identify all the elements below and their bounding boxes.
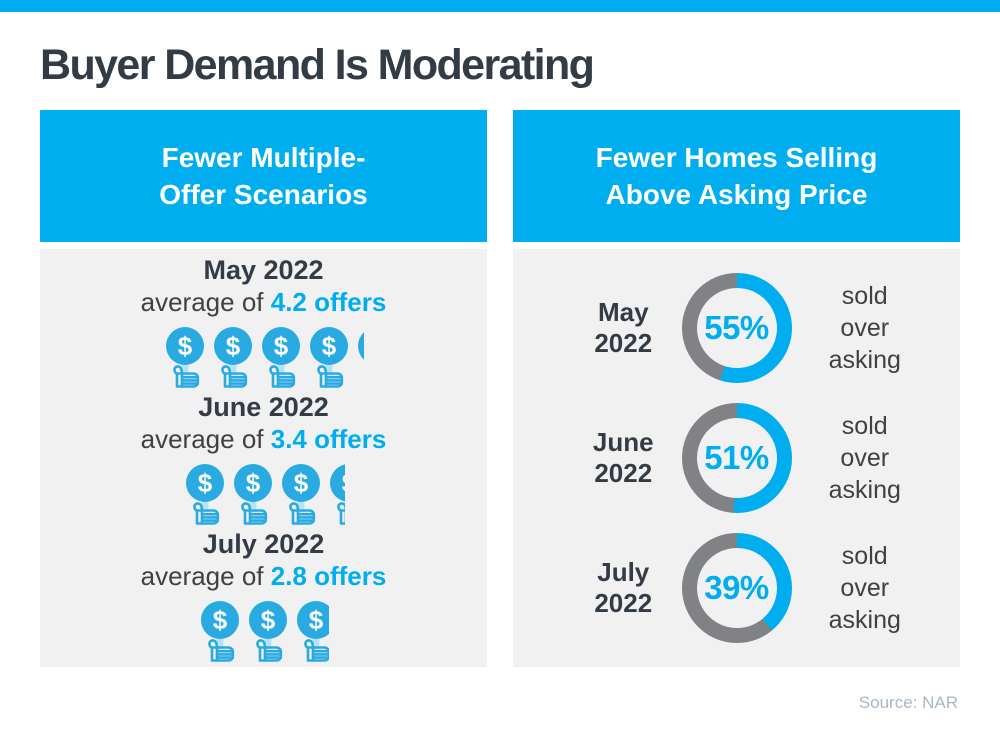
- dollar-thumbs-up-icon-partial: $: [355, 326, 364, 388]
- offer-icons-row: $ $ $: [40, 600, 487, 662]
- dollar-thumbs-up-icon: $: [163, 326, 207, 388]
- donut-chart: 51%: [681, 403, 792, 514]
- donut-percent: 51%: [704, 439, 769, 477]
- month-label: July 2022: [202, 528, 325, 559]
- dollar-thumbs-up-icon: $: [279, 463, 323, 525]
- offers-subtitle: average of 2.8 offers: [40, 560, 487, 592]
- dollar-thumbs-up-icon: $: [183, 463, 227, 525]
- offer-count-value: 2.8 offers: [270, 560, 387, 591]
- offer-count-value: 4.2 offers: [270, 287, 387, 318]
- svg-text:$: $: [309, 605, 324, 635]
- month-label: May 2022: [594, 297, 653, 359]
- month-label: July 2022: [594, 557, 653, 619]
- top-accent-bar: [0, 0, 1000, 12]
- dollar-thumbs-up-icon: $: [246, 600, 290, 662]
- donut-caption: sold over asking: [828, 412, 901, 505]
- offer-icons-row: $ $ $ $: [40, 463, 487, 525]
- svg-text:$: $: [178, 331, 193, 361]
- offer-group-july: July 2022 average of 2.8 offers $ $ $: [40, 529, 487, 662]
- month-label: May 2022: [203, 255, 324, 286]
- offer-group-june: June 2022 average of 3.4 offers $ $ $ $: [40, 392, 487, 525]
- month-label: June 2022: [592, 427, 654, 489]
- dollar-thumbs-up-icon: $: [231, 463, 275, 525]
- right-panel-header: Fewer Homes Selling Above Asking Price: [513, 110, 960, 243]
- svg-text:$: $: [322, 331, 337, 361]
- svg-text:$: $: [226, 331, 241, 361]
- offers-subtitle: average of 3.4 offers: [40, 423, 487, 455]
- donut-percent: 55%: [704, 309, 769, 347]
- donut-caption: sold over asking: [828, 282, 901, 375]
- donut-percent: 39%: [704, 569, 769, 607]
- svg-text:$: $: [197, 468, 212, 498]
- panels-container: Fewer Multiple- Offer Scenarios May 2022…: [40, 110, 960, 668]
- offer-icons-row: $ $ $ $ $: [40, 326, 487, 388]
- left-panel: Fewer Multiple- Offer Scenarios May 2022…: [40, 110, 487, 668]
- svg-text:$: $: [213, 605, 228, 635]
- svg-text:$: $: [274, 331, 289, 361]
- page-title: Buyer Demand Is Moderating: [40, 41, 595, 89]
- right-panel: Fewer Homes Selling Above Asking Price M…: [513, 110, 960, 668]
- dollar-thumbs-up-icon: $: [259, 326, 303, 388]
- dollar-thumbs-up-icon: $: [198, 600, 242, 662]
- source-attribution: Source: NAR: [858, 693, 958, 713]
- svg-text:$: $: [245, 468, 260, 498]
- donut-chart: 39%: [681, 533, 792, 644]
- svg-text:$: $: [261, 605, 276, 635]
- donut-chart: 55%: [681, 273, 792, 384]
- left-panel-header: Fewer Multiple- Offer Scenarios: [40, 110, 487, 243]
- donut-row-july: July 2022 39% sold over asking: [513, 533, 960, 644]
- offers-subtitle-prefix: average of: [140, 560, 271, 591]
- donut-row-may: May 2022 55% sold over asking: [513, 273, 960, 384]
- donut-row-june: June 2022 51% sold over asking: [513, 403, 960, 514]
- donut-hole: 39%: [696, 548, 777, 629]
- dollar-thumbs-up-icon: $: [211, 326, 255, 388]
- donut-hole: 55%: [696, 288, 777, 369]
- offers-subtitle: average of 4.2 offers: [40, 287, 487, 318]
- left-panel-body: May 2022 average of 4.2 offers $ $ $ $ $ Jun…: [40, 249, 487, 668]
- offer-group-may: May 2022 average of 4.2 offers $ $ $ $ $: [40, 255, 487, 388]
- dollar-thumbs-up-icon-partial: $: [327, 463, 345, 525]
- offers-subtitle-prefix: average of: [140, 287, 271, 318]
- offer-count-value: 3.4 offers: [270, 423, 387, 454]
- month-label: June 2022: [198, 391, 329, 422]
- svg-text:$: $: [293, 468, 308, 498]
- dollar-thumbs-up-icon: $: [307, 326, 351, 388]
- offers-subtitle-prefix: average of: [140, 423, 271, 454]
- svg-text:$: $: [341, 468, 344, 498]
- donut-hole: 51%: [696, 418, 777, 499]
- dollar-thumbs-up-icon-partial: $: [294, 600, 329, 662]
- donut-caption: sold over asking: [828, 542, 901, 635]
- right-panel-body: May 2022 55% sold over asking June 2022 …: [513, 249, 960, 668]
